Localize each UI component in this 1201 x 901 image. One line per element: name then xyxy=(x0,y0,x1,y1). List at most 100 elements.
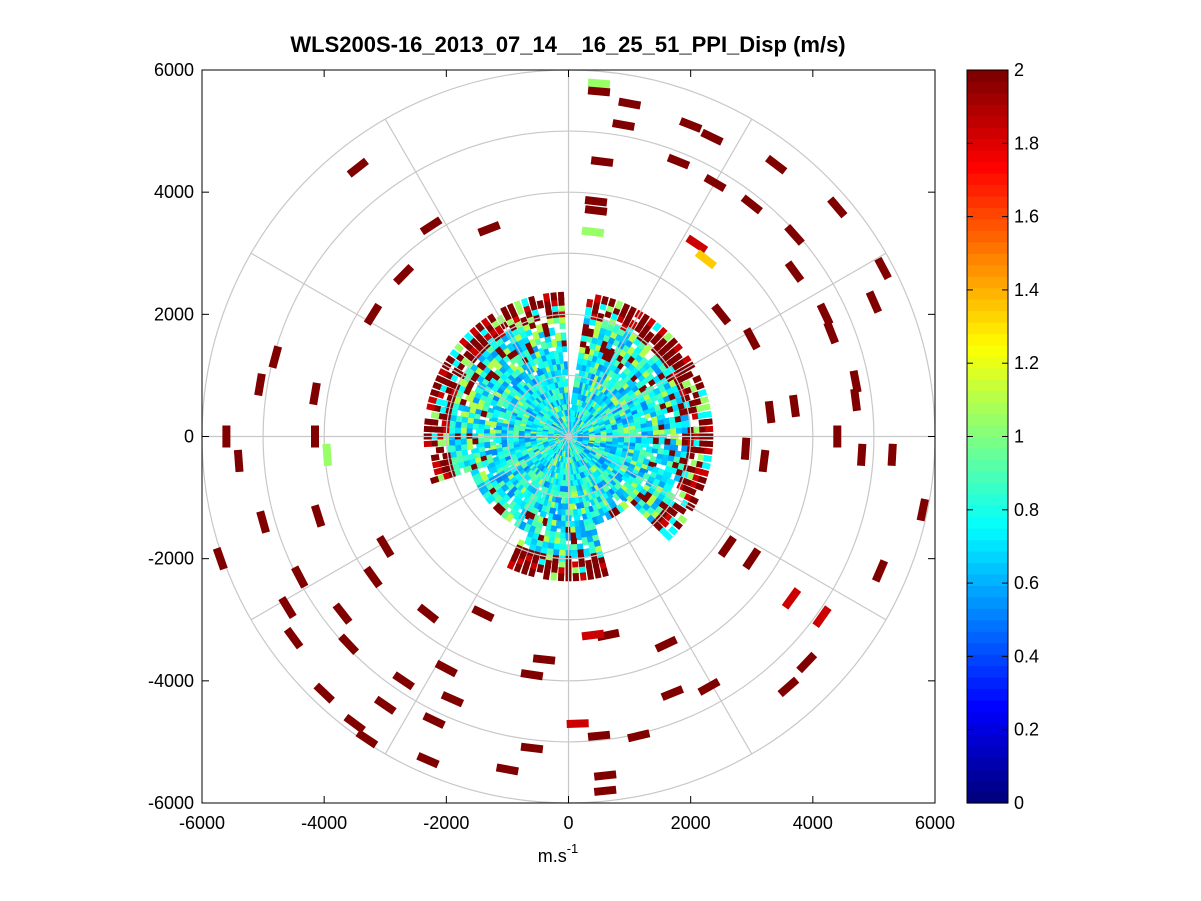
inner-cell xyxy=(464,394,475,403)
colorbar-swatch xyxy=(967,333,1008,346)
inner-cell xyxy=(529,473,540,484)
sparse-return xyxy=(703,174,727,192)
inner-cell xyxy=(614,300,624,310)
x-tick-label: -4000 xyxy=(301,813,347,833)
inner-cell xyxy=(686,487,697,496)
x-tick-label: -6000 xyxy=(179,813,225,833)
colorbar-tick-label: 1.8 xyxy=(1014,133,1039,153)
colorbar-swatch xyxy=(967,356,1008,369)
sparse-return xyxy=(596,628,620,642)
inner-cell xyxy=(447,445,456,453)
colorbar-swatch xyxy=(967,321,1008,335)
colorbar-swatch xyxy=(967,470,1008,483)
sparse-return xyxy=(416,752,440,769)
inner-cell xyxy=(680,414,690,422)
inner-cell xyxy=(668,337,679,348)
inner-cell xyxy=(652,322,662,333)
colorbar-swatch xyxy=(967,654,1008,667)
inner-cell xyxy=(548,327,556,337)
colorbar-swatch xyxy=(967,596,1008,609)
inner-cell xyxy=(663,331,674,342)
inner-cell xyxy=(672,343,683,353)
inner-cell xyxy=(506,342,516,353)
inner-cell xyxy=(506,483,517,493)
sparse-return xyxy=(827,196,848,219)
colorbar-swatch xyxy=(967,757,1008,770)
inner-cell xyxy=(500,509,511,520)
sparse-return xyxy=(781,587,802,610)
inner-cell xyxy=(575,531,583,541)
inner-cell xyxy=(522,380,533,391)
inner-cell xyxy=(433,467,443,476)
sparse-return xyxy=(311,425,319,448)
colorbar-swatch xyxy=(967,253,1008,266)
colorbar-swatch xyxy=(967,734,1008,747)
sparse-return xyxy=(874,256,892,281)
inner-cell xyxy=(512,510,522,521)
inner-cell xyxy=(540,340,549,350)
inner-cell xyxy=(704,447,713,455)
x-tick-label: 2000 xyxy=(671,813,711,833)
sparse-return xyxy=(581,226,605,238)
sparse-return xyxy=(346,157,369,178)
colorbar-swatch xyxy=(967,241,1008,254)
sparse-return xyxy=(422,712,446,729)
inner-cell xyxy=(469,326,480,337)
inner-cell xyxy=(606,347,616,358)
inner-cell xyxy=(542,571,551,581)
inner-cell xyxy=(646,317,657,328)
sparse-return xyxy=(789,394,800,418)
inner-cell xyxy=(642,344,653,355)
inner-cell xyxy=(669,444,679,452)
inner-cell xyxy=(701,462,711,470)
inner-cell xyxy=(697,388,708,398)
inner-cell xyxy=(699,468,710,477)
inner-cell xyxy=(704,425,714,433)
inner-cell xyxy=(506,303,516,313)
inner-cell xyxy=(637,383,648,393)
colorbar-swatch xyxy=(967,447,1008,460)
y-tick-label: -6000 xyxy=(148,793,194,813)
sparse-return xyxy=(495,763,519,776)
inner-cell xyxy=(536,563,545,574)
inner-cell xyxy=(644,372,655,383)
colorbar-tick-label: 1 xyxy=(1014,427,1024,447)
inner-cell xyxy=(510,383,521,394)
inner-cell xyxy=(494,466,505,476)
inner-cell xyxy=(475,322,485,333)
inner-cell xyxy=(644,331,655,342)
inner-cell xyxy=(583,548,591,558)
inner-cell xyxy=(600,319,609,330)
colorbar-swatch xyxy=(967,92,1008,105)
inner-cell xyxy=(525,371,535,382)
colorbar-tick-label: 1.2 xyxy=(1014,353,1039,373)
colorbar-swatch xyxy=(967,539,1008,552)
sparse-return xyxy=(338,633,360,655)
inner-cell xyxy=(441,420,451,428)
colorbar-swatch xyxy=(967,344,1008,357)
inner-cell xyxy=(612,505,622,516)
colorbar-swatch xyxy=(967,150,1008,163)
inner-cell xyxy=(536,299,545,310)
sparse-return xyxy=(566,719,589,728)
inner-cell xyxy=(445,355,456,365)
sparse-return xyxy=(587,730,611,741)
colorbar-swatch xyxy=(967,619,1008,632)
sparse-return xyxy=(711,303,732,326)
inner-cell xyxy=(431,460,442,469)
inner-cell xyxy=(458,337,469,348)
inner-cell xyxy=(611,378,622,389)
sparse-return xyxy=(865,290,882,314)
inner-cell xyxy=(454,343,465,353)
colorbar-swatch xyxy=(967,551,1008,564)
sparse-return xyxy=(823,320,839,345)
inner-cell xyxy=(435,446,445,454)
colorbar-swatch xyxy=(967,722,1008,735)
inner-cell xyxy=(612,371,622,382)
colorbar-swatch xyxy=(967,436,1008,449)
sparse-return xyxy=(758,449,770,473)
inner-cell xyxy=(627,306,637,316)
sparse-returns xyxy=(212,78,929,796)
colorbar-swatch xyxy=(967,310,1008,323)
inner-cell xyxy=(430,454,440,462)
